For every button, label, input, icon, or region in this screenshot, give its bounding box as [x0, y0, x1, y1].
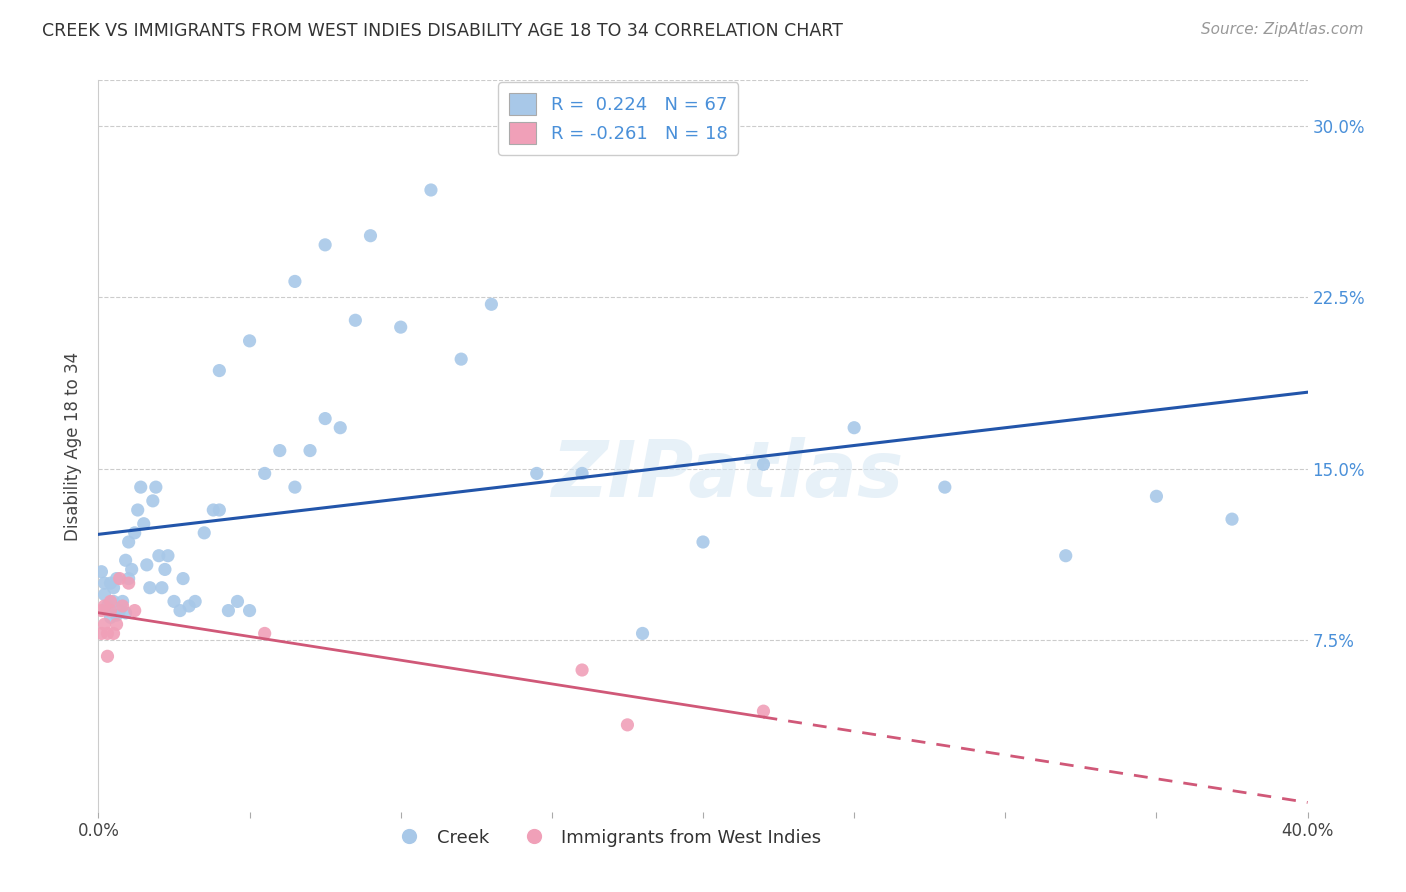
Point — [142, 494, 165, 508]
Point — [571, 663, 593, 677]
Point — [217, 604, 239, 618]
Point — [239, 334, 262, 348]
Point — [389, 320, 412, 334]
Point — [96, 626, 118, 640]
Point — [148, 549, 170, 563]
Point — [124, 604, 146, 618]
Point — [105, 617, 128, 632]
Point — [692, 535, 714, 549]
Point — [1220, 512, 1243, 526]
Point — [96, 649, 118, 664]
Point — [844, 421, 866, 435]
Point — [150, 581, 173, 595]
Point — [118, 576, 141, 591]
Point — [329, 421, 352, 435]
Point — [226, 594, 249, 608]
Legend: Creek, Immigrants from West Indies: Creek, Immigrants from West Indies — [384, 822, 828, 854]
Point — [105, 572, 128, 586]
Point — [93, 588, 115, 602]
Point — [450, 352, 472, 367]
Point — [121, 562, 143, 576]
Point — [208, 363, 231, 377]
Point — [481, 297, 503, 311]
Point — [90, 626, 112, 640]
Y-axis label: Disability Age 18 to 34: Disability Age 18 to 34 — [65, 351, 83, 541]
Point — [127, 503, 149, 517]
Point — [752, 704, 775, 718]
Point — [100, 576, 122, 591]
Point — [1054, 549, 1077, 563]
Point — [1144, 489, 1167, 503]
Point — [124, 525, 146, 540]
Point — [114, 606, 136, 620]
Text: CREEK VS IMMIGRANTS FROM WEST INDIES DISABILITY AGE 18 TO 34 CORRELATION CHART: CREEK VS IMMIGRANTS FROM WEST INDIES DIS… — [42, 22, 844, 40]
Point — [314, 238, 336, 252]
Point — [145, 480, 167, 494]
Point — [253, 467, 276, 481]
Text: ZIPatlas: ZIPatlas — [551, 437, 903, 513]
Point — [156, 549, 179, 563]
Text: Source: ZipAtlas.com: Source: ZipAtlas.com — [1201, 22, 1364, 37]
Point — [132, 516, 155, 531]
Point — [239, 604, 262, 618]
Point — [299, 443, 322, 458]
Point — [284, 480, 307, 494]
Point — [100, 610, 122, 624]
Point — [184, 594, 207, 608]
Point — [526, 467, 548, 481]
Point — [90, 565, 112, 579]
Point — [314, 411, 336, 425]
Point — [153, 562, 176, 576]
Point — [934, 480, 956, 494]
Point — [111, 594, 134, 608]
Point — [93, 576, 115, 591]
Point — [420, 183, 443, 197]
Point — [631, 626, 654, 640]
Point — [96, 599, 118, 613]
Point — [100, 604, 122, 618]
Point — [163, 594, 186, 608]
Point — [129, 480, 152, 494]
Point — [118, 572, 141, 586]
Point — [96, 604, 118, 618]
Point — [118, 535, 141, 549]
Point — [193, 525, 215, 540]
Point — [114, 553, 136, 567]
Point — [93, 599, 115, 613]
Point — [103, 581, 125, 595]
Point — [100, 594, 122, 608]
Point — [752, 458, 775, 472]
Point — [135, 558, 157, 572]
Point — [108, 604, 131, 618]
Point — [111, 599, 134, 613]
Point — [103, 594, 125, 608]
Point — [179, 599, 201, 613]
Point — [103, 626, 125, 640]
Point — [344, 313, 367, 327]
Point — [90, 604, 112, 618]
Point — [269, 443, 291, 458]
Point — [208, 503, 231, 517]
Point — [616, 718, 638, 732]
Point — [172, 572, 194, 586]
Point — [360, 228, 382, 243]
Point — [253, 626, 276, 640]
Point — [571, 467, 593, 481]
Point — [202, 503, 225, 517]
Point — [169, 604, 191, 618]
Point — [93, 617, 115, 632]
Point — [284, 275, 307, 289]
Point — [105, 608, 128, 623]
Point — [108, 572, 131, 586]
Point — [139, 581, 162, 595]
